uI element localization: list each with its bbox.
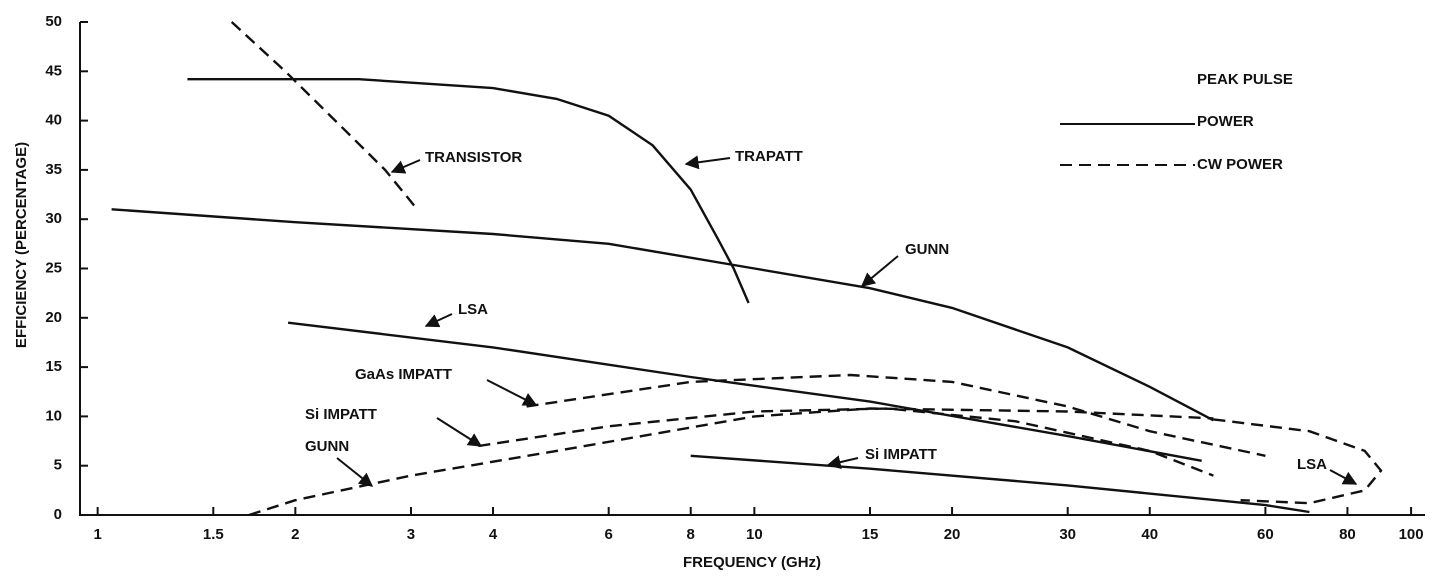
series-line xyxy=(690,454,1310,514)
legend-label: POWER xyxy=(1197,113,1254,130)
series-label: Si IMPATT xyxy=(305,406,377,423)
label-arrow xyxy=(336,457,374,487)
series-label: LSA xyxy=(1297,456,1327,473)
y-tick-label: 5 xyxy=(54,457,62,474)
x-tick-label: 3 xyxy=(407,526,415,543)
series-line xyxy=(248,407,1214,517)
series-line xyxy=(187,78,750,304)
label-arrow xyxy=(390,159,421,174)
x-tick-label: 60 xyxy=(1257,526,1274,543)
series-label: GUNN xyxy=(305,438,349,455)
y-tick-label: 15 xyxy=(45,358,62,375)
series-label: GaAs IMPATT xyxy=(355,366,452,383)
y-tick-label: 45 xyxy=(45,62,62,79)
x-tick-label: 100 xyxy=(1399,526,1424,543)
y-tick-label: 35 xyxy=(45,161,62,178)
label-arrow xyxy=(860,255,899,287)
y-axis-label: EFFICIENCY (PERCENTAGE) xyxy=(13,142,30,348)
series-line xyxy=(230,21,417,209)
y-tick-label: 40 xyxy=(45,112,62,129)
series-label: TRAPATT xyxy=(735,148,803,165)
y-tick-label: 0 xyxy=(54,506,62,523)
legend-label: PEAK PULSE xyxy=(1197,71,1293,88)
y-tick-label: 10 xyxy=(45,407,62,424)
label-arrow xyxy=(1329,469,1358,485)
label-arrow xyxy=(826,455,859,469)
x-tick-label: 30 xyxy=(1059,526,1076,543)
label-arrow xyxy=(486,379,538,406)
x-tick-label: 80 xyxy=(1339,526,1356,543)
label-arrow xyxy=(436,417,483,447)
x-tick-label: 40 xyxy=(1141,526,1158,543)
x-tick-label: 10 xyxy=(746,526,763,543)
x-tick-label: 8 xyxy=(687,526,695,543)
x-tick-label: 2 xyxy=(291,526,299,543)
y-tick-label: 50 xyxy=(45,13,62,30)
x-tick-label: 6 xyxy=(605,526,613,543)
x-tick-label: 4 xyxy=(489,526,498,543)
x-tick-label: 1 xyxy=(93,526,101,543)
series-line xyxy=(287,321,1202,462)
label-arrow xyxy=(424,313,453,328)
y-tick-label: 30 xyxy=(45,210,62,227)
series-line xyxy=(1213,418,1383,505)
y-tick-label: 25 xyxy=(45,259,62,276)
series-label: Si IMPATT xyxy=(865,446,937,463)
x-axis-label: FREQUENCY (GHz) xyxy=(683,554,821,571)
x-tick-label: 20 xyxy=(944,526,961,543)
series-label: LSA xyxy=(458,301,488,318)
legend-label: CW POWER xyxy=(1197,156,1283,173)
series-line xyxy=(526,373,1266,457)
label-arrow xyxy=(684,155,731,170)
series-label: GUNN xyxy=(905,241,949,258)
y-tick-label: 20 xyxy=(45,309,62,326)
series-line xyxy=(111,208,1214,422)
series-label: TRANSISTOR xyxy=(425,149,522,166)
x-tick-label: 15 xyxy=(862,526,879,543)
x-tick-label: 1.5 xyxy=(203,526,224,543)
